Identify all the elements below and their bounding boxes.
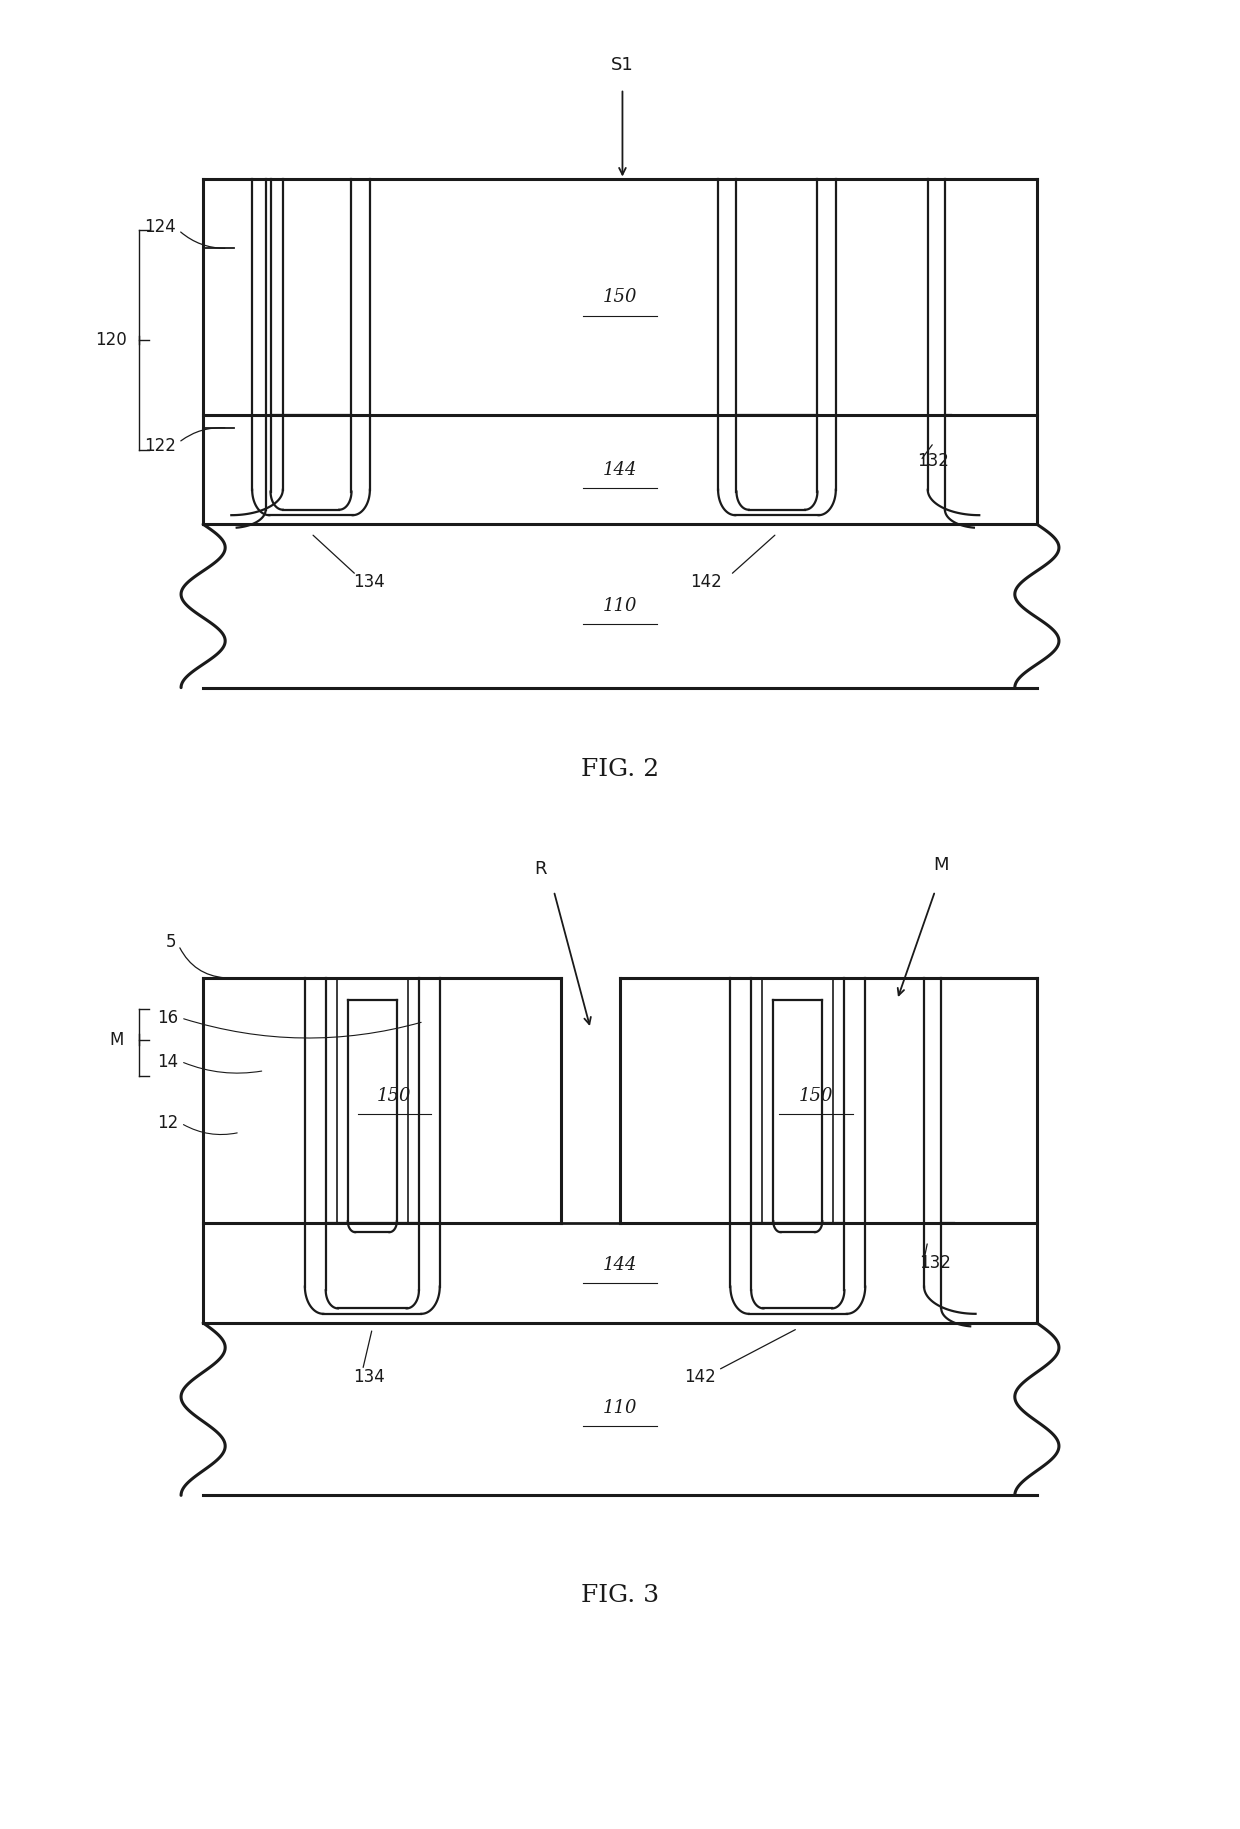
Text: 124: 124 [144, 218, 176, 236]
Text: 132: 132 [919, 1255, 951, 1271]
Text: 134: 134 [352, 572, 384, 591]
Text: 150: 150 [799, 1086, 833, 1105]
Text: 134: 134 [352, 1368, 384, 1386]
Text: 132: 132 [916, 452, 949, 470]
Text: 110: 110 [603, 596, 637, 615]
Text: 144: 144 [603, 461, 637, 479]
Text: 142: 142 [689, 572, 722, 591]
Text: 142: 142 [683, 1368, 715, 1386]
Text: 122: 122 [144, 437, 176, 455]
Text: 12: 12 [157, 1114, 179, 1132]
Text: FIG. 2: FIG. 2 [580, 757, 660, 781]
Text: 120: 120 [95, 331, 128, 349]
Text: M: M [934, 856, 949, 874]
Text: 150: 150 [377, 1086, 412, 1105]
Text: 14: 14 [157, 1052, 179, 1070]
Text: R: R [534, 860, 547, 878]
Text: 150: 150 [603, 289, 637, 307]
Text: 144: 144 [603, 1257, 637, 1273]
Text: 5: 5 [166, 933, 176, 951]
Text: 110: 110 [603, 1399, 637, 1417]
Text: S1: S1 [611, 57, 634, 75]
Text: FIG. 3: FIG. 3 [580, 1584, 660, 1606]
Text: 16: 16 [157, 1010, 179, 1026]
Text: M: M [109, 1032, 124, 1048]
